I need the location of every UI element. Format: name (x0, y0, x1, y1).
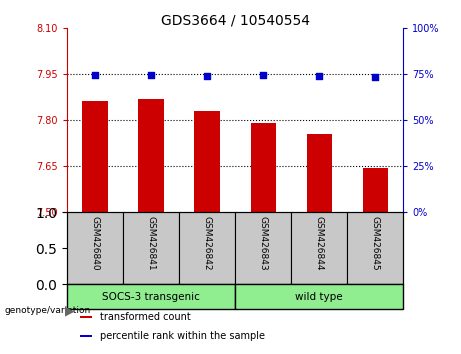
Bar (67, 212, 123, 284)
Bar (363, 168, 388, 212)
Bar (123, 212, 179, 284)
Point (315, 74, 323, 79)
Text: GSM426840: GSM426840 (90, 216, 100, 270)
Bar (179, 212, 235, 284)
Text: GSM426841: GSM426841 (147, 216, 155, 270)
Text: genotype/variation: genotype/variation (5, 306, 91, 315)
Bar (235, 212, 291, 284)
Bar (82, 101, 107, 212)
Bar (307, 134, 332, 212)
Point (148, 72, 155, 78)
Text: percentile rank within the sample: percentile rank within the sample (100, 331, 266, 341)
Text: GSM426843: GSM426843 (259, 216, 268, 270)
Point (91, 72, 99, 78)
Bar (67, 284, 235, 309)
Title: GDS3664 / 10540554: GDS3664 / 10540554 (160, 13, 310, 27)
Bar (235, 284, 403, 309)
Bar (250, 123, 276, 212)
Point (260, 72, 267, 78)
Text: GSM426842: GSM426842 (202, 216, 212, 270)
Point (372, 74, 379, 80)
Text: ▶: ▶ (65, 304, 75, 317)
Bar (195, 111, 220, 212)
Bar (347, 212, 403, 284)
Text: GSM426844: GSM426844 (315, 216, 324, 270)
Text: SOCS-3 transgenic: SOCS-3 transgenic (102, 292, 200, 302)
Bar (138, 99, 164, 212)
Text: wild type: wild type (296, 292, 343, 302)
Bar (291, 212, 347, 284)
Bar (80, 335, 92, 337)
Bar (80, 316, 92, 318)
Text: GSM426845: GSM426845 (371, 216, 380, 270)
Text: transformed count: transformed count (100, 312, 191, 322)
Point (203, 73, 211, 79)
